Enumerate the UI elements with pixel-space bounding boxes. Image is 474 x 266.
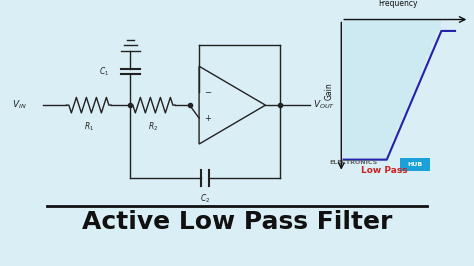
Bar (417, 19, 421, 79)
Text: +: + (204, 114, 211, 123)
Text: HUB: HUB (408, 162, 423, 167)
Text: $V_{IN}$: $V_{IN}$ (12, 99, 27, 111)
Text: Frequency: Frequency (378, 0, 418, 9)
Text: $R_2$: $R_2$ (147, 121, 158, 134)
Text: −: − (204, 88, 211, 97)
FancyBboxPatch shape (400, 158, 430, 171)
Text: Low Pass: Low Pass (361, 165, 408, 174)
Bar (401, 19, 407, 114)
Text: $R_1$: $R_1$ (83, 121, 94, 134)
Bar (437, 19, 441, 31)
Bar (421, 19, 427, 67)
Text: Active Low Pass Filter: Active Low Pass Filter (82, 210, 392, 234)
Text: $V_{OUT}$: $V_{OUT}$ (313, 99, 335, 111)
Bar (387, 19, 392, 150)
Text: $C_1$: $C_1$ (99, 65, 109, 78)
Bar (341, 19, 387, 162)
Bar (392, 19, 397, 138)
Bar (397, 19, 401, 126)
Text: ELECTRONICS: ELECTRONICS (329, 160, 378, 165)
Bar (427, 19, 431, 55)
Bar (407, 19, 411, 103)
Bar (411, 19, 417, 91)
Bar (431, 19, 437, 43)
Text: Gain: Gain (325, 82, 334, 100)
Text: $C_2$: $C_2$ (200, 192, 210, 205)
